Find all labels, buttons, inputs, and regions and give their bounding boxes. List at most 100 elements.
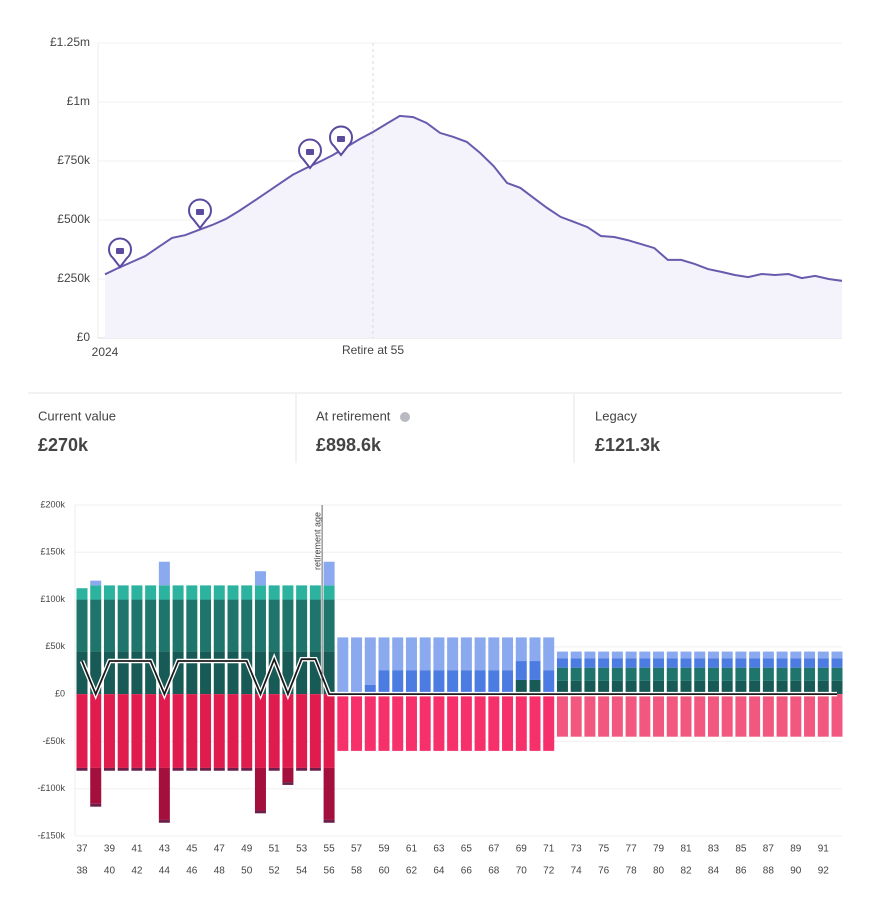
bar-segment	[392, 670, 404, 695]
bar-segment	[625, 680, 637, 695]
bar-segment	[653, 658, 665, 668]
bar-segment	[268, 767, 280, 771]
bar-segment	[433, 637, 445, 671]
bar-segment	[76, 651, 88, 695]
x-tick-label: 86	[735, 866, 747, 877]
bar-segment	[804, 651, 816, 659]
event-pin[interactable]	[188, 198, 212, 230]
bar-segment	[131, 767, 143, 771]
x-tick-label: 87	[763, 844, 775, 855]
y-tick-label: £0	[77, 330, 91, 344]
bar-segment	[515, 661, 527, 680]
line	[104, 114, 843, 282]
bar-segment	[776, 651, 788, 659]
bar-segment	[309, 694, 321, 768]
bar-segment	[117, 767, 129, 771]
x-tick-label: 76	[598, 866, 610, 877]
bar-segment	[364, 637, 376, 685]
bar-segment	[584, 658, 596, 668]
stat-label: At retirement	[316, 408, 391, 423]
bar-segment	[556, 694, 568, 737]
info-icon[interactable]	[400, 412, 410, 422]
y-tick-label: £1m	[67, 94, 90, 108]
x-tick-label: 73	[571, 844, 583, 855]
bar-segment	[735, 694, 747, 737]
bar-segment	[502, 694, 514, 751]
bar-segment	[817, 658, 829, 668]
bar-segment	[666, 667, 678, 681]
bar-segment	[776, 694, 788, 737]
bar-segment	[254, 767, 266, 811]
pin-icon	[306, 149, 314, 155]
x-tick-label: 85	[735, 844, 747, 855]
bar-segment	[145, 694, 157, 768]
bar-segment	[296, 585, 308, 600]
bar-segment	[405, 637, 417, 671]
bar-segment	[694, 667, 706, 681]
bar-segment	[200, 585, 212, 600]
event-pin[interactable]	[298, 138, 322, 170]
bar-segment	[735, 680, 747, 695]
bar-segment	[309, 651, 321, 695]
event-pin[interactable]	[108, 237, 132, 269]
bar-segment	[707, 658, 719, 668]
bar-segment	[762, 658, 774, 668]
x-tick-label: 88	[763, 866, 775, 877]
bar-segment	[529, 694, 541, 751]
bar-segment	[639, 694, 651, 737]
bar-segment	[323, 819, 335, 823]
bar-segment	[776, 680, 788, 695]
area	[105, 115, 842, 339]
annotation-label: Retire at 55	[342, 343, 404, 357]
bar-segment	[254, 599, 266, 652]
bar-segment	[570, 667, 582, 681]
bar-segment	[172, 767, 184, 771]
bar-segment	[337, 637, 349, 695]
bar-segment	[639, 667, 651, 681]
bar-segment	[817, 680, 829, 695]
bar-segment	[556, 680, 568, 695]
bar-segment	[488, 670, 500, 695]
bar-segment	[227, 694, 239, 768]
bar-segment	[707, 694, 719, 737]
bar-segment	[611, 694, 623, 737]
bar-segment	[611, 658, 623, 668]
bar-segment	[515, 679, 527, 695]
bar-segment	[392, 637, 404, 671]
x-tick-label: 92	[818, 866, 830, 877]
bar-segment	[735, 667, 747, 681]
bar-segment	[433, 694, 445, 751]
x-tick-label: 44	[159, 866, 171, 877]
bar-segment	[241, 767, 253, 771]
bar-segment	[639, 658, 651, 668]
bar-segment	[570, 694, 582, 737]
bar-segment	[227, 767, 239, 771]
bar-segment	[502, 670, 514, 695]
x-tick-label: 69	[516, 844, 528, 855]
bar-segment	[543, 694, 555, 751]
bar-segment	[529, 679, 541, 695]
event-pin[interactable]	[329, 125, 353, 157]
bar-segment	[103, 651, 115, 695]
bar-segment	[131, 585, 143, 600]
bar-segment	[611, 651, 623, 659]
bar-segment	[282, 599, 294, 652]
bar-segment	[323, 767, 335, 820]
bar-segment	[103, 585, 115, 600]
bar-segment	[158, 599, 170, 652]
bar-segment	[584, 680, 596, 695]
x-tick-label: 50	[241, 866, 253, 877]
bar-segment	[653, 667, 665, 681]
bar-segment	[131, 694, 143, 768]
bar-segment	[680, 680, 692, 695]
bar-segment	[117, 694, 129, 768]
bar-segment	[213, 651, 225, 695]
x-tick-label: 46	[186, 866, 198, 877]
bar-segment	[296, 651, 308, 695]
bar-segment	[666, 680, 678, 695]
bar-segment	[172, 694, 184, 768]
x-tick-label: 57	[351, 844, 363, 855]
bar-segment	[282, 782, 294, 785]
bar-segment	[158, 561, 170, 586]
bar-segment	[282, 585, 294, 600]
